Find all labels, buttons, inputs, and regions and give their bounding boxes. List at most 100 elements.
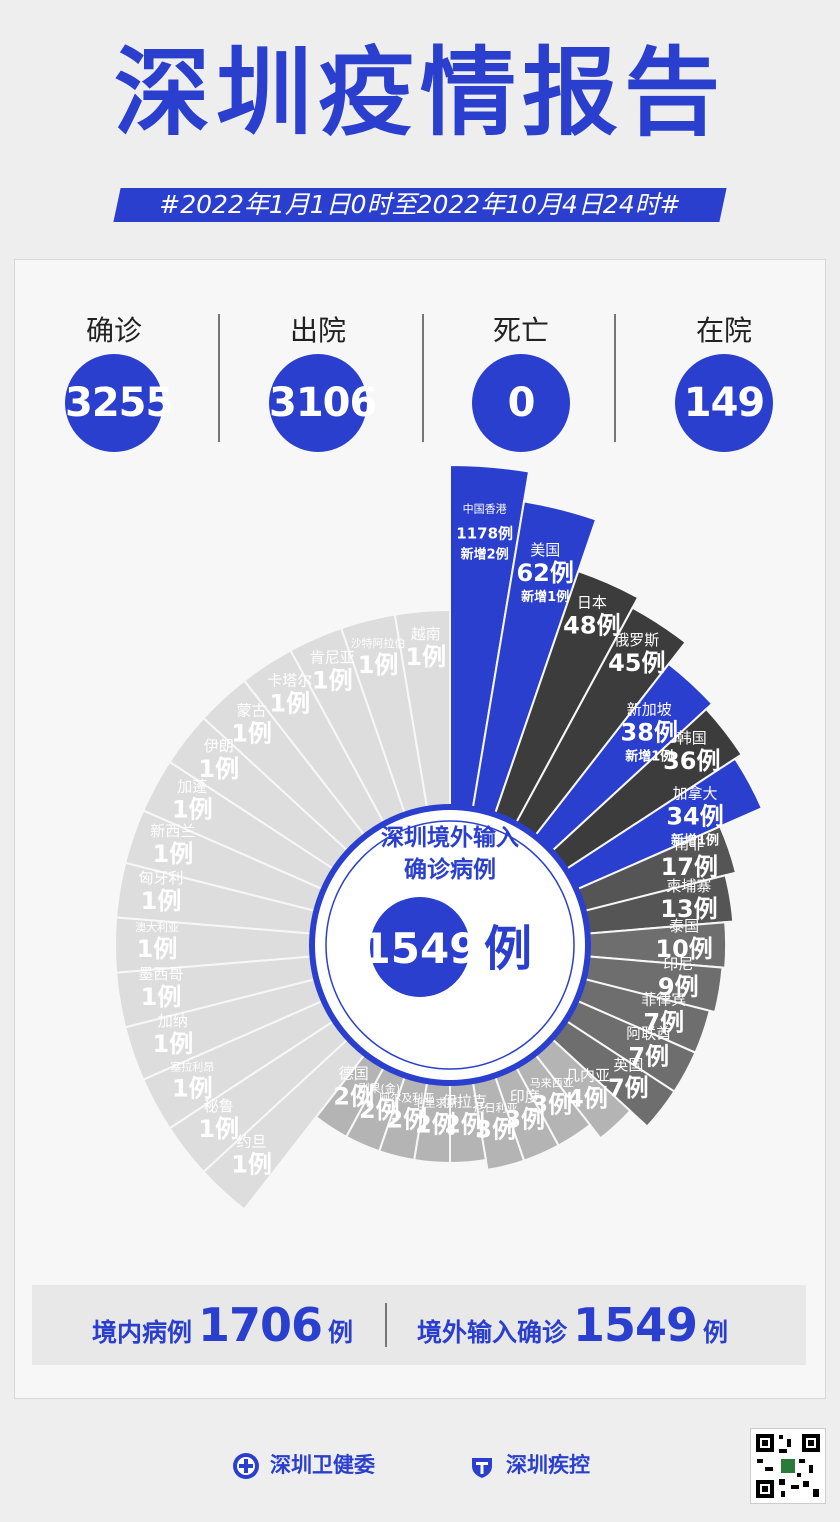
summary-divider xyxy=(385,1303,387,1347)
chart-value-label: 48例 xyxy=(563,612,620,640)
chart-category-label: 几内亚 xyxy=(565,1066,610,1084)
chart-value-label: 1例 xyxy=(153,840,194,868)
chart-category-label: 秘鲁 xyxy=(204,1097,234,1115)
footer-org-health: 深圳卫健委 xyxy=(232,1450,375,1480)
chart-value-label: 1178例 xyxy=(456,524,513,542)
stat-value-hospitalized: 149 xyxy=(675,354,773,452)
chart-category-label: 刚果(金) xyxy=(359,1081,401,1095)
chart-new-cases-label: 新增2例 xyxy=(461,546,509,562)
chart-value-label: 2例 xyxy=(386,1106,427,1134)
chart-value-label: 3例 xyxy=(531,1091,572,1119)
chart-category-label: 新西兰 xyxy=(150,822,195,840)
chart-value-label: 3例 xyxy=(504,1105,545,1133)
chart-category-label: 马来西亚 xyxy=(530,1077,574,1090)
stat-value-discharged: 3106 xyxy=(269,354,377,452)
chart-category-label: 日本 xyxy=(577,594,607,612)
chart-value-label: 1例 xyxy=(231,1151,272,1179)
chart-value-label: 62例 xyxy=(516,559,573,587)
stat-value-deaths: 0 xyxy=(472,354,570,452)
domestic-summary: 境内病例 1706 例 xyxy=(92,1299,402,1351)
chart-category-label: 卡塔尔 xyxy=(267,672,312,690)
stat-value-confirmed: 3255 xyxy=(65,354,173,452)
chart-category-label: 俄罗斯 xyxy=(614,631,659,649)
chart-category-label: 伊朗 xyxy=(204,737,234,755)
center-total-unit: 例 xyxy=(484,921,532,977)
chart-value-label: 17例 xyxy=(661,853,718,881)
chart-value-label: 1例 xyxy=(137,935,178,963)
footer-org-cdc: 深圳疾控 xyxy=(468,1450,590,1480)
chart-category-label: 美国 xyxy=(530,541,560,559)
chart-category-label: 塞拉利昂 xyxy=(170,1059,214,1073)
chart-value-label: 2例 xyxy=(415,1110,456,1138)
chart-category-label: 约旦 xyxy=(237,1133,267,1151)
page-title: 深圳疫情报告 xyxy=(114,37,726,149)
stat-label-deaths: 死亡 xyxy=(492,314,549,347)
chart-category-label: 蒙古 xyxy=(237,701,267,719)
chart-value-label: 13例 xyxy=(660,895,717,923)
chart-category-label: 阿尔及利亚 xyxy=(379,1092,434,1105)
stat-label-confirmed: 确诊 xyxy=(85,314,142,347)
center-total-value: 1549 xyxy=(362,924,479,973)
footer-org1-name: 深圳卫健委 xyxy=(270,1453,375,1477)
chart-value-label: 2例 xyxy=(333,1082,374,1110)
chart-category-label: 印尼 xyxy=(663,955,693,973)
chart-category-label: 加蓬 xyxy=(177,778,207,796)
center-title-line1: 深圳境外输入 xyxy=(381,824,519,851)
domestic-label: 境内病例 xyxy=(92,1318,193,1347)
chart-value-label: 7例 xyxy=(608,1074,649,1102)
chart-value-label: 3例 xyxy=(475,1115,516,1143)
chart-value-label: 1例 xyxy=(405,643,446,671)
imported-value: 1549 xyxy=(573,1298,698,1352)
chart-category-label: 加纳 xyxy=(158,1012,188,1030)
chart-value-label: 1例 xyxy=(153,1030,194,1058)
chart-category-label: 墨西哥 xyxy=(138,965,183,983)
center-total-badge xyxy=(370,897,470,997)
chart-category-label: 越南 xyxy=(411,625,441,643)
chart-category-label: 新加坡 xyxy=(627,701,672,719)
chart-category-label: 匈牙利 xyxy=(138,869,183,887)
chart-new-cases-label: 新增1例 xyxy=(625,749,673,765)
chart-value-label: 1例 xyxy=(231,719,272,747)
chart-category-label: 南非 xyxy=(674,835,704,853)
stat-label-discharged: 出院 xyxy=(289,314,346,347)
chart-category-label: 毛里求斯 xyxy=(413,1096,457,1109)
chart-category-label: 尼日利亚 xyxy=(474,1101,518,1114)
chart-value-label: 34例 xyxy=(666,802,723,830)
chart-category-label: 沙特阿拉伯 xyxy=(351,636,406,650)
chart-value-label: 10例 xyxy=(655,935,712,963)
stat-label-hospitalized: 在院 xyxy=(695,314,752,347)
chart-value-label: 1例 xyxy=(141,887,182,915)
chart-category-label: 柬埔寨 xyxy=(666,877,711,895)
chart-category-label: 印度 xyxy=(510,1087,540,1105)
chart-value-label: 1例 xyxy=(172,796,213,824)
chart-category-label: 伊拉克 xyxy=(442,1092,487,1110)
chart-category-label: 韩国 xyxy=(677,729,707,747)
chart-value-label: 45例 xyxy=(608,649,665,677)
summary-bar: 境内病例 1706 例 境外输入确诊 1549 例 xyxy=(32,1285,806,1365)
qr-code-icon[interactable] xyxy=(750,1428,826,1504)
stat-divider xyxy=(422,314,424,442)
chart-category-label: 中国香港 xyxy=(463,502,507,515)
health-commission-logo-icon xyxy=(233,1453,259,1479)
chart-value-label: 7例 xyxy=(628,1043,669,1071)
chart-value-label: 1例 xyxy=(358,651,399,679)
chart-category-label: 阿联酋 xyxy=(626,1025,671,1043)
chart-value-label: 1例 xyxy=(312,667,353,695)
footer-org2-name: 深圳疾控 xyxy=(506,1453,590,1477)
chart-value-label: 2例 xyxy=(359,1096,400,1124)
imported-unit: 例 xyxy=(703,1318,729,1347)
chart-value-label: 36例 xyxy=(663,747,720,775)
chart-category-label: 澳大利亚 xyxy=(135,920,179,934)
date-range: #2022年1月1日0时至2022年10月4日24时# xyxy=(159,190,681,219)
chart-value-label: 9例 xyxy=(658,973,699,1001)
chart-category-label: 英国 xyxy=(613,1056,643,1074)
domestic-value: 1706 xyxy=(198,1298,323,1352)
chart-value-label: 38例 xyxy=(621,719,678,747)
stat-divider xyxy=(218,314,220,442)
chart-value-label: 1例 xyxy=(269,690,310,718)
chart-new-cases-label: 新增1例 xyxy=(671,832,719,848)
chart-value-label: 2例 xyxy=(444,1110,485,1138)
